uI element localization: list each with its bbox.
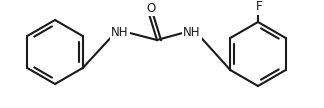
Text: F: F <box>256 1 262 14</box>
Text: O: O <box>146 2 156 16</box>
Text: NH: NH <box>183 25 201 38</box>
Text: NH: NH <box>111 25 129 38</box>
